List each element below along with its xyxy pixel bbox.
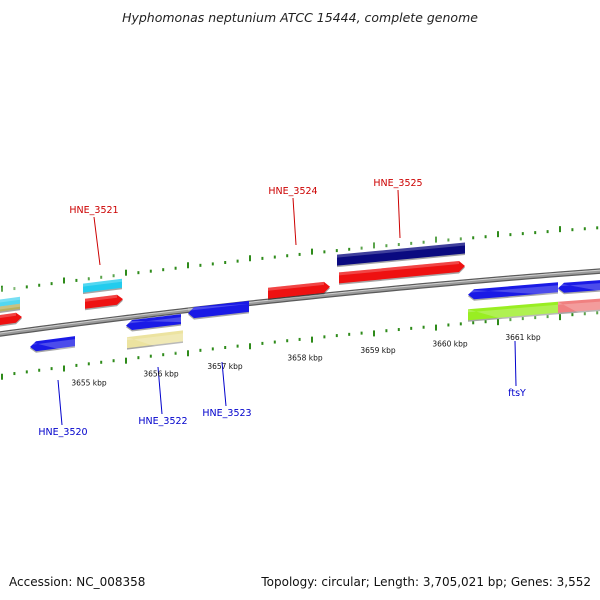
genome-backbone [0,268,600,337]
scale-label: 3661 kbp [505,333,541,342]
labels: 3655 kbp 3656 kbp 3657 kbp 3658 kbp 3659 kbp… [38,178,540,438]
gene-highlight [558,301,600,325]
gene-highlight [268,281,324,291]
label-leader-bottom [221,361,227,407]
gene-body [339,261,465,284]
gene-olive-left-edge[interactable] [0,278,20,315]
accession-text: Accession: NC_008358 [9,575,146,589]
gene-body [268,281,330,299]
gene-navy-hne3525[interactable] [337,208,465,268]
gene-body [468,282,558,300]
scale-label: 3658 kbp [287,353,323,362]
tick-marks [1,226,599,380]
gene-label-top[interactable]: HNE_3521 [69,205,118,216]
scale-label: 3655 kbp [71,378,107,387]
gene-highlight [0,278,20,310]
gene-blue-hne3523[interactable] [188,300,249,320]
gene-highlight [468,285,558,296]
gene-highlight [337,208,465,258]
gene-blue-a[interactable] [126,314,181,332]
gene-khaki-hne3522[interactable] [127,330,183,356]
gene-body [0,303,20,312]
backbone-line [0,269,600,336]
scale-label: 3659 kbp [360,346,396,355]
backbone-highlight [0,269,600,334]
gene-red-hne3524[interactable] [268,281,330,301]
gene-highlight [558,283,600,292]
gene-highlight [127,333,183,356]
label-leader-lines [57,189,517,426]
gene-highlight [188,303,249,311]
label-leader-bottom [157,366,163,415]
gene-red-left-edge[interactable] [0,312,22,328]
gene-cyan-hne3521[interactable] [83,243,122,295]
label-leader-bottom [514,340,517,387]
page-title: Hyphomonas neptunium ATCC 15444, complet… [122,10,478,25]
gene-blue-hne3520[interactable] [30,336,75,354]
gene-body [127,330,183,349]
gene-lime-ftsy[interactable] [468,301,558,335]
scale-label: 3656 kbp [143,369,179,378]
gene-body [337,242,465,266]
gene-body [85,294,123,309]
gene-body [0,312,22,326]
gene-body [126,314,181,330]
gene-blue-ftsy[interactable] [468,282,558,301]
gene-label-bottom[interactable]: HNE_3523 [202,408,251,419]
gene-body [188,300,249,319]
label-leader-top [93,216,101,266]
gene-body [558,298,600,313]
gene-label-bottom[interactable]: HNE_3522 [138,416,187,427]
gene-body [30,336,75,352]
gene-body [83,278,122,293]
gene-red-hne3525[interactable] [339,261,465,285]
gene-body [0,296,20,307]
gene-highlight [0,312,16,319]
gene-highlight [83,243,122,287]
gene-label-bottom[interactable]: ftsY [508,388,526,399]
label-leader-top [397,189,401,239]
gene-label-bottom[interactable]: HNE_3520 [38,427,87,438]
gene-highlight [0,265,20,303]
gene-red-hne3521[interactable] [85,294,123,311]
gene-blue-right-edge[interactable] [558,279,600,295]
topology-text: Topology: circular; Length: 3,705,021 bp… [261,575,591,589]
gene-label-top[interactable]: HNE_3525 [373,178,422,189]
gene-label-top[interactable]: HNE_3524 [268,186,317,197]
scale-label: 3657 kbp [207,362,243,371]
label-leader-bottom [57,379,63,426]
scale-label: 3660 kbp [432,339,468,348]
label-leader-top [292,197,297,246]
gene-features [0,208,600,356]
gene-highlight [30,339,75,354]
gene-highlight [126,317,181,324]
gene-highlight [339,261,459,276]
gene-body [468,301,558,321]
gene-highlight [468,304,558,335]
gene-salmon-right-edge[interactable] [558,298,600,331]
gene-highlight [85,294,117,302]
gene-body [558,280,600,293]
